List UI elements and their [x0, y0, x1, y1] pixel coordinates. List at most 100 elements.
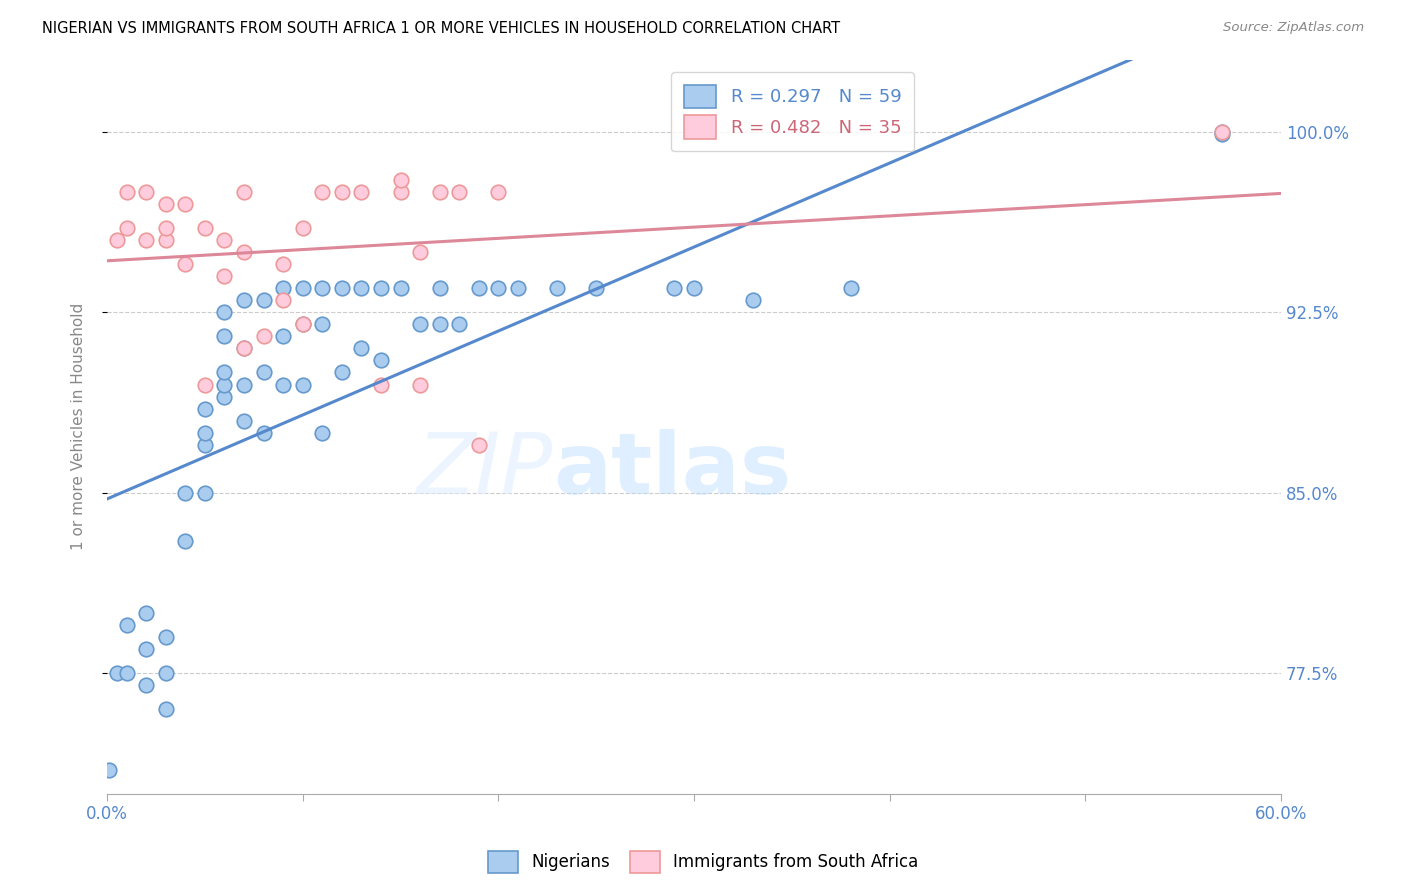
- Point: [252, 329, 274, 343]
- Point: [449, 185, 471, 199]
- Point: [585, 281, 607, 295]
- Point: [155, 666, 177, 681]
- Point: [389, 281, 412, 295]
- Text: Source: ZipAtlas.com: Source: ZipAtlas.com: [1223, 21, 1364, 34]
- Point: [194, 221, 217, 235]
- Point: [350, 185, 373, 199]
- Point: [115, 185, 138, 199]
- Point: [252, 293, 274, 308]
- Point: [214, 305, 236, 319]
- Point: [449, 318, 471, 332]
- Point: [546, 281, 568, 295]
- Point: [271, 329, 294, 343]
- Point: [105, 233, 128, 247]
- Point: [233, 414, 256, 428]
- Point: [194, 485, 217, 500]
- Point: [135, 185, 157, 199]
- Point: [664, 281, 686, 295]
- Point: [155, 197, 177, 211]
- Point: [429, 318, 451, 332]
- Point: [271, 377, 294, 392]
- Point: [155, 233, 177, 247]
- Point: [683, 281, 706, 295]
- Text: ZIP: ZIP: [418, 429, 553, 512]
- Point: [291, 318, 314, 332]
- Point: [506, 281, 529, 295]
- Point: [271, 293, 294, 308]
- Point: [271, 257, 294, 271]
- Point: [252, 425, 274, 440]
- Point: [135, 678, 157, 692]
- Point: [291, 377, 314, 392]
- Point: [194, 425, 217, 440]
- Point: [214, 269, 236, 284]
- Point: [1211, 125, 1233, 139]
- Point: [429, 185, 451, 199]
- Point: [105, 666, 128, 681]
- Point: [389, 185, 412, 199]
- Point: [1211, 125, 1233, 139]
- Point: [429, 281, 451, 295]
- Point: [174, 257, 197, 271]
- Point: [174, 197, 197, 211]
- Point: [214, 377, 236, 392]
- Point: [135, 233, 157, 247]
- Point: [115, 221, 138, 235]
- Point: [370, 377, 392, 392]
- Point: [330, 281, 353, 295]
- Point: [409, 318, 432, 332]
- Point: [839, 281, 862, 295]
- Point: [194, 377, 217, 392]
- Point: [271, 281, 294, 295]
- Point: [194, 401, 217, 416]
- Point: [155, 702, 177, 716]
- Point: [233, 342, 256, 356]
- Point: [1211, 127, 1233, 141]
- Point: [486, 281, 509, 295]
- Point: [409, 245, 432, 260]
- Point: [233, 342, 256, 356]
- Point: [174, 533, 197, 548]
- Point: [389, 173, 412, 187]
- Point: [233, 293, 256, 308]
- Point: [486, 185, 509, 199]
- Point: [115, 618, 138, 632]
- Text: atlas: atlas: [553, 429, 792, 512]
- Point: [330, 185, 353, 199]
- Point: [214, 233, 236, 247]
- Point: [155, 221, 177, 235]
- Point: [252, 366, 274, 380]
- Point: [194, 438, 217, 452]
- Point: [233, 245, 256, 260]
- Point: [350, 342, 373, 356]
- Point: [291, 221, 314, 235]
- Legend: Nigerians, Immigrants from South Africa: Nigerians, Immigrants from South Africa: [481, 845, 925, 880]
- Point: [233, 377, 256, 392]
- Legend: R = 0.297   N = 59, R = 0.482   N = 35: R = 0.297 N = 59, R = 0.482 N = 35: [671, 72, 914, 152]
- Point: [311, 281, 333, 295]
- Point: [135, 606, 157, 620]
- Y-axis label: 1 or more Vehicles in Household: 1 or more Vehicles in Household: [72, 303, 86, 550]
- Point: [214, 390, 236, 404]
- Point: [370, 281, 392, 295]
- Point: [311, 425, 333, 440]
- Text: NIGERIAN VS IMMIGRANTS FROM SOUTH AFRICA 1 OR MORE VEHICLES IN HOUSEHOLD CORRELA: NIGERIAN VS IMMIGRANTS FROM SOUTH AFRICA…: [42, 21, 841, 36]
- Point: [214, 366, 236, 380]
- Point: [468, 281, 491, 295]
- Point: [155, 630, 177, 644]
- Point: [98, 763, 121, 777]
- Point: [174, 485, 197, 500]
- Point: [135, 642, 157, 657]
- Point: [350, 281, 373, 295]
- Point: [214, 329, 236, 343]
- Point: [115, 666, 138, 681]
- Point: [468, 438, 491, 452]
- Point: [370, 353, 392, 368]
- Point: [233, 185, 256, 199]
- Point: [330, 366, 353, 380]
- Point: [311, 185, 333, 199]
- Point: [291, 318, 314, 332]
- Point: [409, 377, 432, 392]
- Point: [741, 293, 763, 308]
- Point: [291, 281, 314, 295]
